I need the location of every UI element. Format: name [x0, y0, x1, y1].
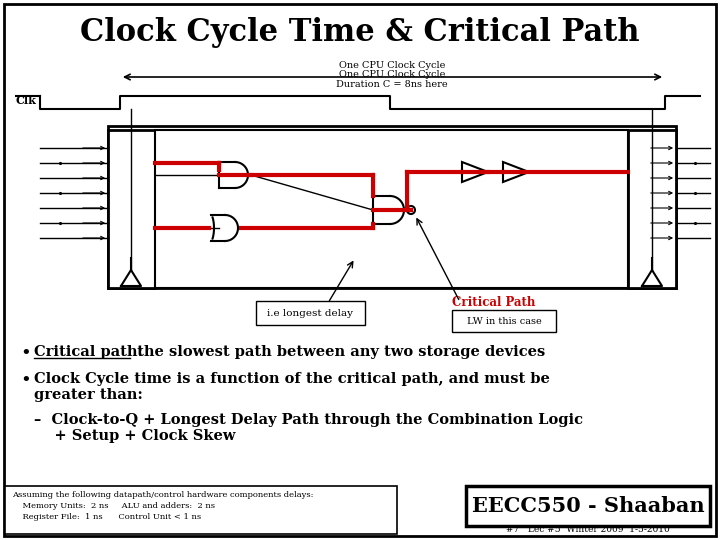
Text: Clk: Clk	[16, 94, 37, 105]
Text: Assuming the following datapath/control hardware components delays:: Assuming the following datapath/control …	[12, 491, 313, 499]
Text: Clock Cycle time is a function of the critical path, and must be
greater than:: Clock Cycle time is a function of the cr…	[34, 372, 550, 402]
Bar	[108, 126, 676, 288]
Text: •: •	[20, 345, 31, 363]
Text: LW in this case: LW in this case	[467, 316, 541, 326]
Text: •: •	[20, 372, 31, 390]
Text: Register File:  1 ns      Control Unit < 1 ns: Register File: 1 ns Control Unit < 1 ns	[12, 513, 201, 521]
Text: the slowest path between any two storage devices: the slowest path between any two storage…	[132, 345, 545, 359]
Text: One CPU Clock Cycle: One CPU Clock Cycle	[339, 61, 445, 70]
Text: i.e longest delay: i.e longest delay	[267, 308, 353, 318]
FancyBboxPatch shape	[5, 486, 397, 534]
FancyBboxPatch shape	[452, 310, 556, 332]
Bar	[155, 130, 628, 288]
Text: #7   Lec #5  Winter 2009  1-5-2010: #7 Lec #5 Winter 2009 1-5-2010	[506, 525, 670, 535]
FancyBboxPatch shape	[256, 301, 365, 325]
Bar	[628, 130, 676, 288]
FancyBboxPatch shape	[466, 486, 710, 526]
Text: Clock Cycle Time & Critical Path: Clock Cycle Time & Critical Path	[80, 17, 640, 48]
Text: One CPU Clock Cycle
Duration C = 8ns here: One CPU Clock Cycle Duration C = 8ns her…	[336, 70, 448, 90]
Text: EECC550 - Shaaban: EECC550 - Shaaban	[472, 496, 704, 516]
Text: –  Clock-to-Q + Longest Delay Path through the Combination Logic
    + Setup + C: – Clock-to-Q + Longest Delay Path throug…	[34, 413, 583, 443]
Text: Critical path:: Critical path:	[34, 345, 143, 359]
Text: Memory Units:  2 ns     ALU and adders:  2 ns: Memory Units: 2 ns ALU and adders: 2 ns	[12, 502, 215, 510]
Text: Critical Path: Critical Path	[452, 295, 536, 308]
Bar	[108, 130, 155, 288]
